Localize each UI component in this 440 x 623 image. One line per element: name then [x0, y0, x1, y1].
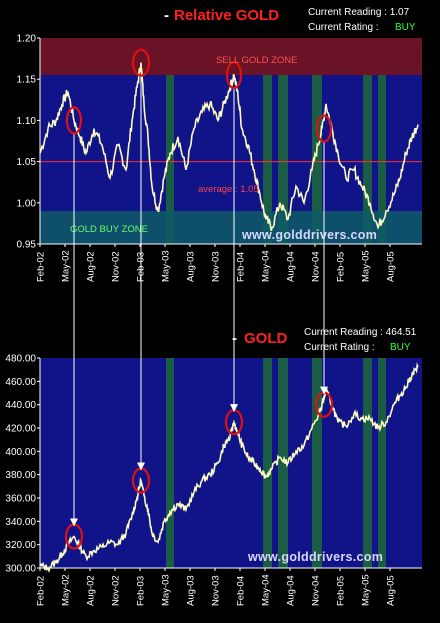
bot-green-band-1 [263, 358, 272, 568]
bottom-current-rating-label: Current Rating : [304, 342, 375, 353]
top-watermark: www.golddrivers.com [241, 228, 377, 242]
connector-arrows [70, 76, 328, 527]
bot-x-tick-label: Nov-04 [311, 575, 322, 606]
bot-y-tick-label: 480.00 [5, 354, 36, 365]
top-x-tick-label: Aug-05 [386, 251, 397, 282]
bottom-current-reading: Current Reading : 464.51 [304, 327, 417, 338]
top-y-tick-label: 1.20 [17, 34, 37, 45]
bot-y-tick-label: 360.00 [5, 494, 36, 505]
bot-y-tick-label: 400.00 [5, 447, 36, 458]
bot-x-tick-label: Feb-02 [36, 576, 47, 606]
top-green-band-2 [278, 38, 288, 244]
bottom-highlight-bands [166, 358, 386, 568]
top-x-tick-label: May-02 [61, 250, 72, 282]
bot-green-band-3 [312, 358, 322, 568]
top-y-tick-label: 1.05 [17, 157, 37, 168]
bot-x-tick-label: Aug-04 [286, 575, 297, 606]
bot-y-tick-label: 300.00 [5, 564, 36, 575]
gold-buy-zone [40, 211, 422, 244]
bot-y-tick-label: 320.00 [5, 540, 36, 551]
top-x-tick-label: Nov-03 [211, 251, 222, 282]
top-x-tick-label: May-03 [161, 250, 172, 282]
top-highlight-circle-0 [65, 106, 83, 135]
top-x-tick-label: Aug-04 [286, 251, 297, 282]
top-x-tick-label: Nov-02 [111, 251, 122, 282]
bot-x-tick-label: Feb-04 [236, 576, 247, 606]
top-x-tick-label: Aug-03 [186, 251, 197, 282]
top-green-band-0 [166, 38, 174, 244]
top-current-rating-value: BUY [395, 22, 416, 33]
bot-x-tick-label: May-04 [261, 574, 272, 606]
bot-y-tick-label: 380.00 [5, 470, 36, 481]
top-x-tick-label: Feb-04 [236, 252, 247, 282]
bot-y-tick-label: 420.00 [5, 424, 36, 435]
bot-x-tick-label: Feb-03 [136, 576, 147, 606]
bot-x-tick-label: Nov-02 [111, 575, 122, 606]
top-highlight-circle-2 [225, 60, 243, 90]
top-green-band-1 [263, 38, 272, 244]
top-chart-title: Relative GOLD [174, 7, 279, 24]
top-y-tick-label: 1.00 [17, 198, 37, 209]
bot-green-band-4 [363, 358, 372, 568]
bot-y-tick-label: 440.00 [5, 400, 36, 411]
top-x-tick-label: Feb-02 [36, 252, 47, 282]
top-highlight-circle-3 [315, 114, 333, 143]
bottom-plot-background [40, 358, 422, 568]
bot-x-tick-label: Aug-05 [386, 575, 397, 606]
buy-zone-label: GOLD BUY ZONE [70, 224, 148, 235]
bot-x-tick-label: Nov-03 [211, 575, 222, 606]
gold-price-chart: 480.00 460.00 440.00 420.00 400.00 380.00 360.… [5, 327, 422, 606]
bot-green-band-5 [378, 358, 386, 568]
bot-x-tick-label: May-03 [161, 574, 172, 606]
top-y-tick-label: 1.10 [17, 116, 37, 127]
bottom-current-rating-value: BUY [390, 342, 411, 353]
top-peak-circles [65, 48, 333, 143]
top-title-dash: - [164, 7, 169, 24]
top-x-tick-label: Aug-02 [86, 251, 97, 282]
top-x-tick-label: May-05 [361, 250, 372, 282]
top-y-tick-label: 0.95 [17, 240, 37, 251]
top-green-band-4 [363, 38, 372, 244]
relative-gold-chart: 1.20 1.15 1.10 1.05 1.00 0.95 Feb-02 May-02 Aug… [17, 7, 422, 282]
bot-x-tick-label: Feb-05 [336, 576, 347, 606]
gold-price-line [39, 362, 419, 574]
bottom-chart-title: GOLD [244, 330, 287, 347]
bottom-y-tick-labels: 480.00 460.00 440.00 420.00 400.00 380.00 360.… [5, 354, 40, 575]
bottom-x-tick-labels: Feb-02 May-02 Aug-02 Nov-02 Feb-03 May-03 Aug-… [36, 568, 397, 606]
sell-zone-label: SELL GOLD ZONE [216, 55, 297, 66]
bot-green-band-0 [166, 358, 174, 568]
bot-x-tick-label: Aug-02 [86, 575, 97, 606]
bot-green-band-2 [278, 358, 288, 568]
bot-x-tick-label: May-05 [361, 574, 372, 606]
bot-x-tick-label: May-02 [61, 574, 72, 606]
top-y-tick-labels: 1.20 1.15 1.10 1.05 1.00 0.95 [17, 34, 40, 251]
bot-y-tick-label: 460.00 [5, 377, 36, 388]
top-x-tick-label: May-04 [261, 250, 272, 282]
average-label: average : 1.05 [198, 184, 259, 195]
top-highlight-bands [166, 38, 386, 244]
top-green-band-5 [378, 38, 386, 244]
top-y-tick-label: 1.15 [17, 75, 37, 86]
top-x-tick-label: Nov-04 [311, 251, 322, 282]
bottom-watermark: www.golddrivers.com [247, 550, 383, 564]
top-x-tick-label: Feb-05 [336, 252, 347, 282]
top-highlight-circle-1 [131, 48, 151, 77]
bot-y-tick-label: 340.00 [5, 517, 36, 528]
bot-x-tick-label: Aug-03 [186, 575, 197, 606]
top-current-rating-label: Current Rating : [308, 22, 379, 33]
top-current-reading: Current Reading : 1.07 [308, 7, 410, 18]
sell-gold-zone [40, 38, 422, 76]
top-green-band-3 [312, 38, 322, 244]
